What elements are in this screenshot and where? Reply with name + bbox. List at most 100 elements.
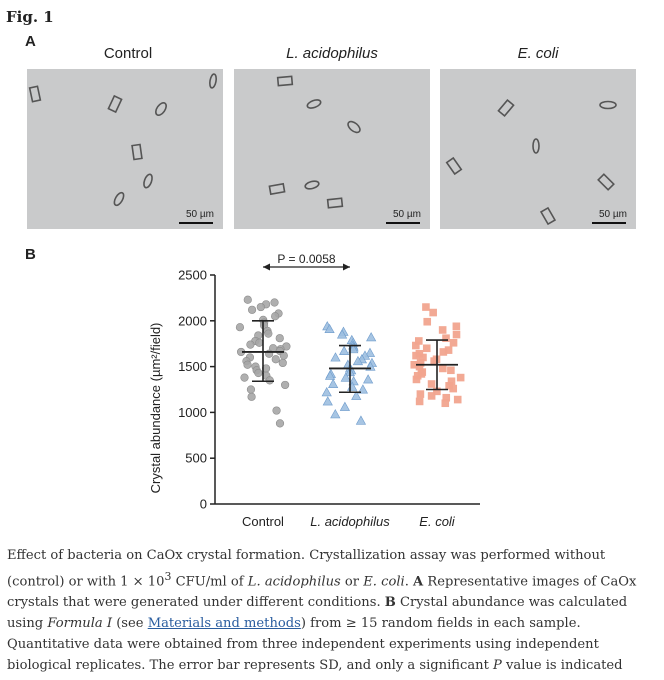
data-point-ecoli [423,317,432,326]
data-point-control [271,355,280,364]
data-point-ecoli [452,322,461,331]
caption-bold: B [384,595,396,611]
panel-a-label: A [25,33,36,50]
data-point-ecoli [453,395,462,404]
x-tick-label: E. coli [419,514,456,529]
scale-bar-label: 50 µm [393,209,421,220]
data-point-control [279,351,288,360]
micrograph-ecoli: 50 µm [440,69,636,229]
data-point-control [281,380,290,390]
data-point-control [243,295,252,304]
scale-bar-label: 50 µm [599,209,627,220]
data-point-control [272,406,281,415]
data-point-ecoli [447,377,456,386]
data-point-control [275,419,285,428]
data-point-lacidophilus [355,415,367,425]
data-point-control [254,368,263,378]
data-point-control [265,376,274,385]
micrograph-control: 50 µm [27,69,223,229]
y-tick-label: 2500 [178,268,207,283]
data-point-ecoli [433,387,441,396]
data-point-ecoli [444,346,453,354]
data-point-lacidophilus [357,384,368,394]
x-tick-label: Control [242,514,284,529]
caption-text: CFU/ml of [171,574,248,590]
caption-text: ) from ≥ 15 random fields in each sample… [7,616,599,674]
data-point-ecoli [441,399,450,408]
caption-text: . [404,574,414,590]
y-tick-label: 0 [200,497,207,512]
arrow-right-icon [343,263,350,271]
data-point-ecoli [422,344,431,353]
chart-axes: 0 500 1000 1500 2000 2500 Control L. acidophilu… [178,268,480,529]
data-point-ecoli [456,373,465,382]
data-point-control [247,305,257,314]
data-point-ecoli [438,326,447,334]
caption-italic: E. coli [363,574,405,590]
crystal-abundance-chart: 0 500 1000 1500 2000 2500 Control L. acidophilu… [148,250,480,529]
data-point-lacidophilus [366,332,377,342]
data-point-lacidophilus [364,347,376,357]
caption-text: Crystal abundance was calculated using [7,595,628,632]
data-point-ecoli [439,364,447,373]
data-point-ecoli [442,393,451,402]
caption-text: Representative images of CaOx crystals t… [7,574,637,611]
caption-text: Effect of bacteria on CaOx crystal forma… [7,548,606,590]
data-point-ecoli [449,338,458,347]
y-axis-label: Crystal abundance (µm²/field) [148,323,163,494]
data-point-lacidophilus [339,401,351,411]
image-title-lacidophilus: L. acidophilus [286,45,378,62]
image-title-control: Control [103,45,153,62]
data-point-ecoli [429,308,437,317]
data-point-control [235,323,245,332]
data-point-ecoli [412,341,420,350]
data-point-control [264,329,273,338]
data-point-lacidophilus [322,396,333,406]
materials-methods-link[interactable]: Materials and methods [147,616,301,632]
chart-annotation: P = 0.0058 [263,250,350,271]
data-point-ecoli [439,348,448,356]
caption-text: or [340,574,364,590]
data-point-lacidophilus [328,378,339,388]
y-tick-label: 1000 [178,405,207,420]
scale-bar-label: 50 µm [186,209,214,220]
caption-text: (see [112,616,148,632]
data-point-control [275,334,284,343]
caption-italic: L. acidophilus [247,574,341,590]
data-point-control [240,373,249,382]
data-point-lacidophilus [363,374,374,384]
data-point-ecoli [412,351,420,360]
arrow-left-icon [263,263,270,271]
caption-italic: Formula I [47,616,113,632]
y-tick-label: 1500 [178,359,207,374]
caption-italic: P [493,658,502,674]
x-tick-label: L. acidophilus [310,514,390,529]
data-point-lacidophilus [339,345,350,356]
data-point-ecoli [410,360,419,369]
data-point-control [278,358,287,368]
chart-error-bars [242,320,458,394]
caption-bold: A [413,574,424,590]
scale-bar [592,222,626,224]
data-point-ecoli [452,330,461,339]
data-point-control [255,338,264,347]
figure-caption: Effect of bacteria on CaOx crystal forma… [7,545,657,676]
data-point-lacidophilus [340,372,351,382]
figure-label: Fig. 1 [6,8,54,26]
data-point-control [271,312,280,321]
data-point-lacidophilus [330,409,341,419]
data-point-ecoli [412,375,421,384]
data-point-lacidophilus [336,329,348,339]
panel-b-label: B [25,246,36,263]
data-point-lacidophilus [324,370,336,380]
data-point-ecoli [415,397,424,406]
p-value-label: P = 0.0058 [277,252,335,266]
data-point-ecoli [427,392,436,400]
data-point-control [246,385,256,394]
data-point-lacidophilus [330,352,341,362]
y-tick-label: 2000 [178,313,207,328]
data-point-control [247,392,256,401]
data-point-lacidophilus [351,390,362,400]
data-point-lacidophilus [352,355,364,366]
caption-sup: 3 [164,570,172,583]
